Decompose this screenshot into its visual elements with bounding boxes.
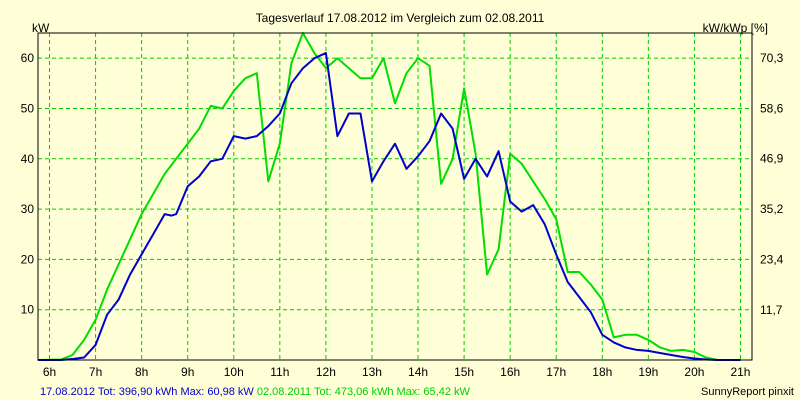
x-tick-label: 7h [89, 365, 102, 379]
x-tick-label: 10h [224, 365, 244, 379]
y-left-tick-label: 20 [21, 252, 35, 266]
footer-legend: 17.08.2012 Tot: 396,90 kWh Max: 60,98 kW… [40, 386, 470, 398]
x-tick-label: 19h [638, 365, 658, 379]
series-line-02.08.2011 [37, 32, 741, 361]
chart-title: Tagesverlauf 17.08.2012 im Vergleich zum… [256, 11, 545, 25]
daily-yield-chart: Tagesverlauf 17.08.2012 im Vergleich zum… [21, 11, 784, 379]
series-lines [37, 32, 741, 361]
legend-series-1: 17.08.2012 Tot: 396,90 kWh Max: 60,98 kW [40, 386, 254, 398]
tick-labels: 6h 7h 8h 9h 10h 11h 12h 13h 14h 15h 16h 17h 18h 19h 20… [21, 51, 784, 379]
y-right-tick-label: 70,3 [760, 51, 784, 65]
y-right-tick-label: 35,2 [760, 202, 784, 216]
y-right-tick-label: 11,7 [760, 303, 783, 317]
y-right-tick-label: 46,9 [760, 152, 784, 166]
legend-series-2: 02.08.2011 Tot: 473,06 kWh Max: 65,42 kW [256, 386, 470, 398]
y-left-tick-label: 30 [21, 202, 35, 216]
y-axis-left-label: kW [32, 21, 50, 35]
x-tick-label: 16h [500, 365, 520, 379]
x-tick-label: 6h [43, 365, 56, 379]
chart-footer: 17.08.2012 Tot: 396,90 kWh Max: 60,98 kW… [0, 386, 800, 400]
x-tick-label: 8h [135, 365, 148, 379]
series-line-17.08.2012 [38, 52, 741, 361]
y-right-tick-label: 58,6 [760, 101, 784, 115]
plot-frame [37, 32, 753, 361]
y-left-tick-label: 50 [21, 101, 35, 115]
y-left-tick-label: 60 [21, 51, 35, 65]
y-axis-right-label: kW/kWp [%] [703, 21, 768, 35]
x-tick-label: 12h [316, 365, 336, 379]
x-tick-label: 21h [730, 365, 750, 379]
x-tick-label: 17h [546, 365, 566, 379]
grid-lines [38, 33, 752, 360]
x-tick-label: 9h [181, 365, 194, 379]
x-tick-label: 15h [454, 365, 474, 379]
y-left-tick-label: 40 [21, 152, 35, 166]
y-right-tick-label: 23,4 [760, 253, 784, 267]
y-left-tick-label: 10 [21, 303, 35, 317]
x-tick-label: 20h [684, 365, 704, 379]
x-tick-label: 14h [408, 365, 428, 379]
footer-credit: SunnyReport pinxit [701, 386, 794, 398]
x-tick-label: 11h [270, 365, 289, 379]
x-tick-label: 18h [592, 365, 612, 379]
x-tick-label: 13h [362, 365, 382, 379]
